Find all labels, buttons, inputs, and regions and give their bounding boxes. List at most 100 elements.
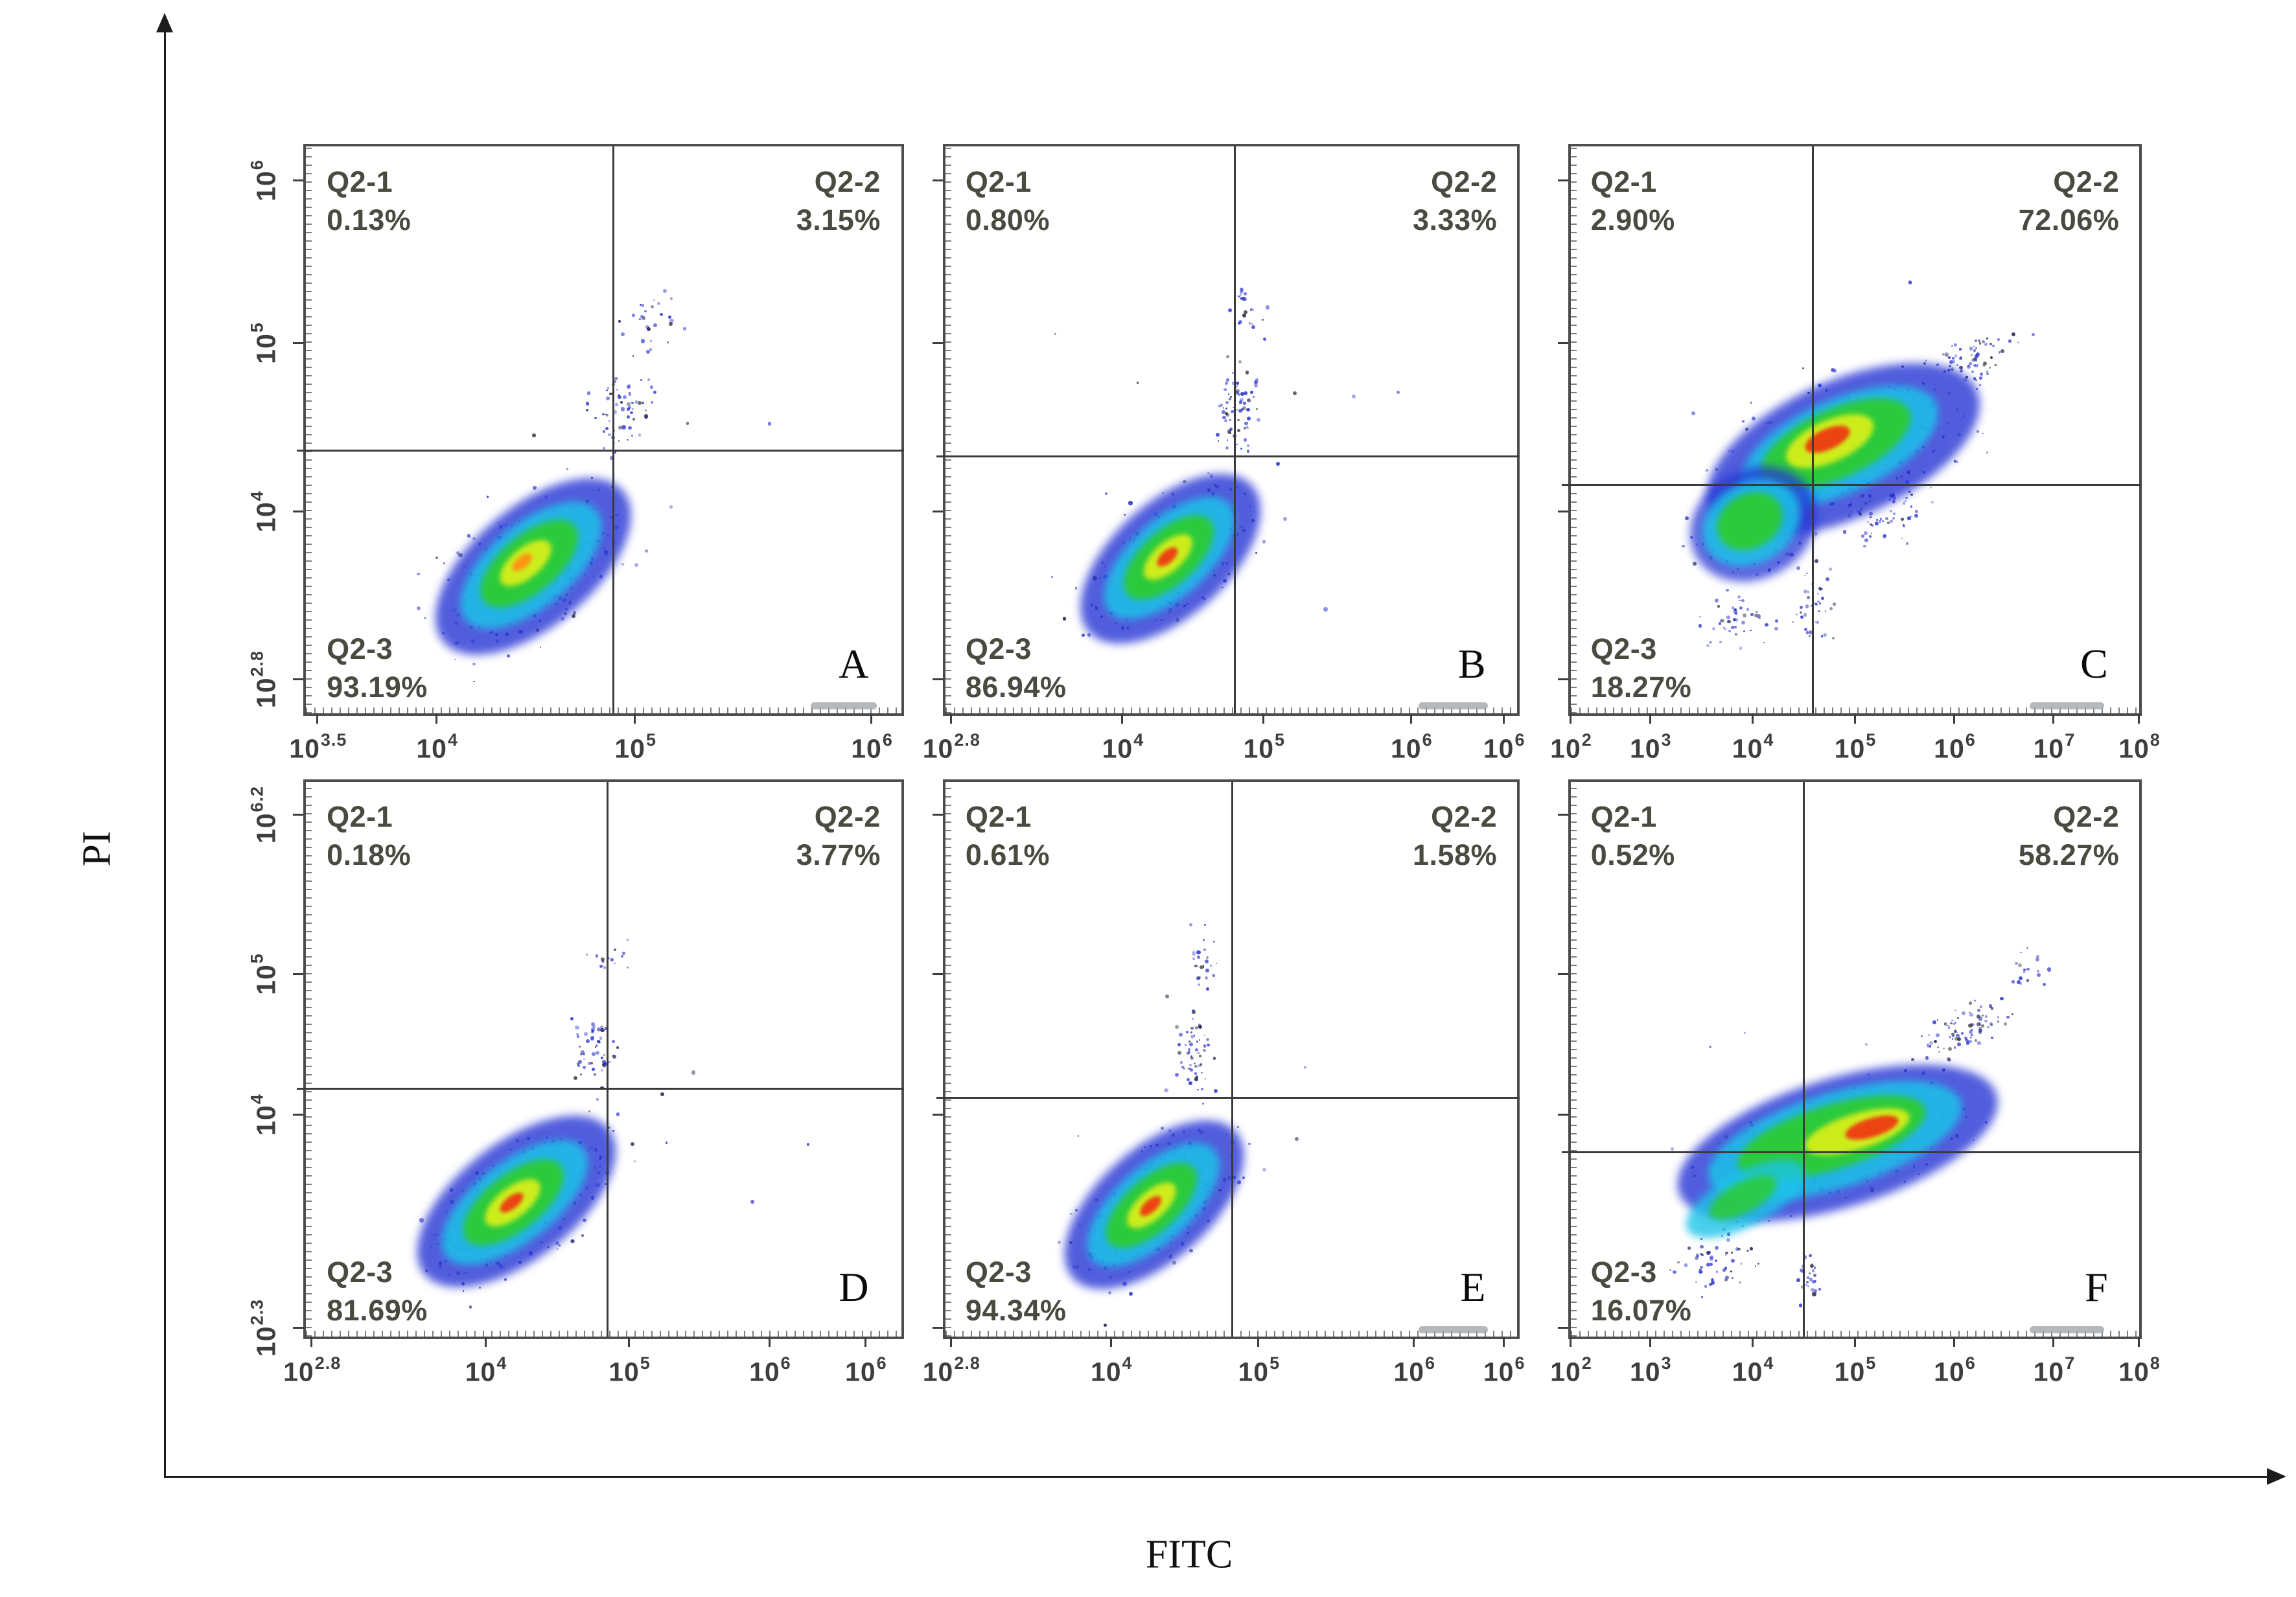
density-dot	[1676, 1261, 1680, 1264]
tick-exponent: 3	[1662, 1353, 1672, 1373]
density-dot	[1989, 343, 1993, 345]
density-dot	[504, 1278, 507, 1281]
density-dot	[1238, 360, 1242, 363]
x-tick-mark	[1257, 1337, 1260, 1347]
density-dot	[600, 1057, 604, 1060]
density-dot	[1828, 568, 1832, 571]
density-dot	[1189, 1040, 1191, 1043]
density-dot	[615, 403, 619, 407]
density-dot	[443, 562, 446, 565]
density-dot	[1954, 1022, 1956, 1024]
density-dot	[1069, 1212, 1073, 1215]
density-dot	[1915, 510, 1919, 514]
x-tick-label: 102	[1550, 1353, 1592, 1388]
density-dot	[1231, 382, 1235, 385]
density-dot	[1947, 1026, 1951, 1029]
density-dot	[1750, 613, 1754, 616]
density-dot	[1818, 610, 1820, 613]
density-dot	[556, 1248, 559, 1250]
tick-exponent: 2.8	[248, 650, 267, 676]
density-dot	[1706, 1252, 1710, 1254]
gate-line-horizontal	[297, 1088, 904, 1090]
plot-area	[306, 146, 901, 713]
density-dot	[1187, 1067, 1190, 1070]
density-dot	[579, 1073, 583, 1076]
density-dot	[591, 1028, 595, 1031]
x-tick-mark	[1570, 713, 1571, 724]
density-dot	[644, 414, 648, 419]
tick-base: 10	[2034, 734, 2065, 764]
density-dot	[1805, 1280, 1809, 1283]
gate-line-vertical	[607, 782, 609, 1337]
tick-exponent: 4	[248, 1094, 267, 1104]
density-dot	[1196, 950, 1201, 955]
density-dot	[1225, 408, 1228, 410]
density-dot	[1992, 345, 1995, 347]
density-dot	[806, 1143, 810, 1147]
density-dot	[1227, 430, 1231, 434]
density-dot	[594, 417, 597, 420]
density-dot	[1800, 612, 1802, 614]
density-dot	[606, 396, 610, 400]
density-dot	[1262, 1167, 1266, 1172]
density-dot	[605, 426, 609, 430]
density-dot	[1978, 1028, 1982, 1032]
density-dot	[630, 411, 633, 415]
density-dot	[1989, 1022, 1993, 1026]
density-dot	[1226, 413, 1229, 417]
density-dot	[1724, 628, 1727, 630]
density-dot	[1718, 622, 1722, 625]
y-tick-mark	[933, 814, 943, 816]
density-dot	[653, 323, 657, 328]
density-dot	[2019, 982, 2023, 985]
density-dot	[581, 1234, 585, 1237]
y-tick-mark	[1558, 678, 1568, 680]
density-dot	[632, 402, 634, 405]
density-dot	[603, 1053, 605, 1056]
quadrant-percentage: 3.33%	[1413, 201, 1497, 239]
density-dot	[1187, 1051, 1190, 1055]
density-dot	[1206, 1043, 1210, 1047]
density-dot	[1236, 382, 1239, 385]
quadrant-name: Q2-2	[2053, 165, 2119, 198]
y-tick-label: 106.2	[248, 786, 282, 844]
density-dot	[612, 1129, 614, 1132]
density-dot	[1889, 509, 1892, 513]
density-dot	[424, 616, 427, 619]
tick-exponent: 2.8	[954, 730, 980, 750]
tick-base: 10	[1243, 734, 1274, 764]
density-dot	[1233, 406, 1235, 409]
density-dot	[1282, 517, 1287, 521]
density-dot	[1978, 1017, 1983, 1021]
density-dot	[634, 563, 639, 568]
density-dot	[1864, 531, 1868, 535]
density-dot	[1862, 544, 1866, 548]
density-dot	[627, 402, 631, 406]
tick-base: 10	[251, 333, 281, 364]
density-dot	[1956, 1037, 1962, 1041]
density-dot	[1910, 494, 1913, 496]
density-dot	[1195, 1026, 1199, 1029]
tick-exponent: 4	[448, 730, 458, 750]
quadrant-name: Q2-3	[327, 1256, 393, 1289]
density-dot	[1757, 1263, 1760, 1265]
density-dot	[1967, 365, 1971, 369]
density-dot	[632, 418, 635, 421]
density-dot	[1938, 1050, 1941, 1053]
x-tick-mark	[484, 1337, 487, 1347]
density-dot	[1742, 613, 1746, 617]
density-dot	[1731, 606, 1734, 610]
tick-exponent: 3.5	[321, 730, 347, 750]
density-dot	[1237, 1180, 1241, 1184]
tick-base: 10	[1934, 734, 1965, 764]
density-dot	[612, 1054, 616, 1059]
density-dot	[1812, 1292, 1816, 1296]
density-dot	[599, 964, 603, 968]
density-dot	[1266, 305, 1270, 310]
tick-base: 10	[1835, 1357, 1866, 1387]
density-dot	[1875, 522, 1879, 525]
density-dot	[1818, 602, 1821, 604]
density-dot	[1885, 516, 1889, 520]
density-dot	[1875, 519, 1878, 522]
x-tick-label: 102.8	[923, 1353, 980, 1388]
